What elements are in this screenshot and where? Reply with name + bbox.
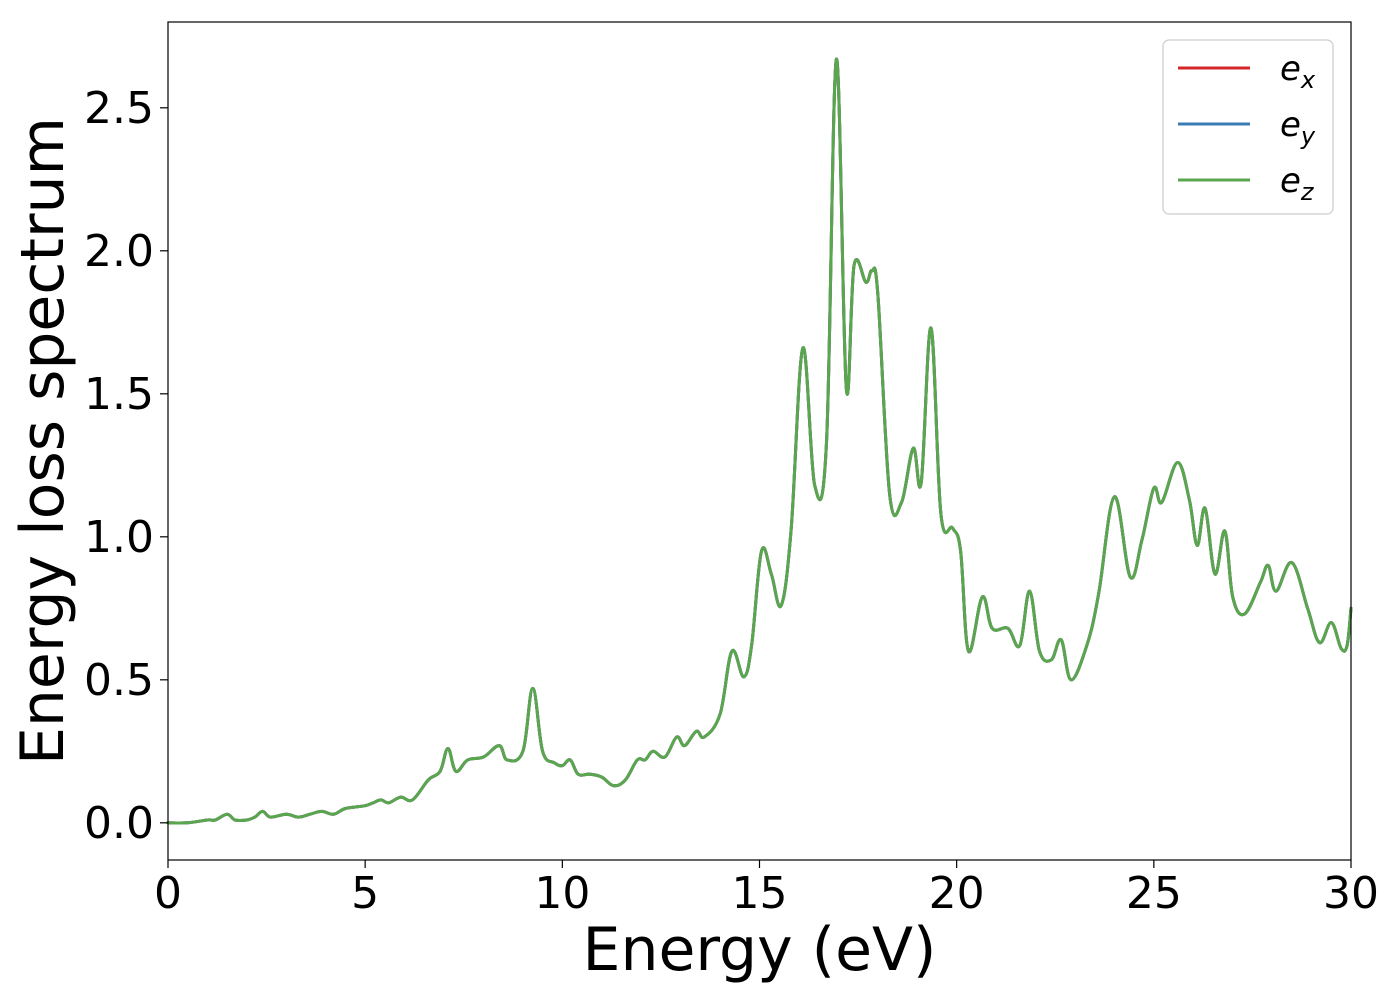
series-line-e-z (166, 57, 1353, 825)
x-tick-label: 15 (732, 868, 788, 919)
y-tick-label: 2.5 (84, 83, 154, 134)
legend-label-e-y: ey (1280, 105, 1316, 150)
x-tick-label: 20 (929, 868, 985, 919)
x-tick-label: 25 (1126, 868, 1182, 919)
x-tick-label: 0 (154, 868, 182, 919)
y-tick-label: 1.5 (84, 369, 154, 420)
y-tick-label: 0.5 (84, 655, 154, 706)
y-axis-title: Energy loss spectrum (8, 117, 78, 765)
y-axis-ticks: 0.0 0.5 1.0 1.5 2.0 2.5 (84, 83, 168, 849)
x-tick-label: 10 (534, 868, 590, 919)
y-tick-label: 0.0 (84, 798, 154, 849)
legend: ex ey ez (1162, 39, 1334, 215)
legend-label-e-z: ez (1280, 161, 1315, 206)
legend-box (1162, 39, 1334, 215)
legend-label-e-x: ex (1280, 49, 1316, 94)
x-axis-ticks: 0 5 10 15 20 25 30 (154, 860, 1379, 919)
plot-series-group (166, 57, 1353, 825)
x-axis-title: Energy (eV) (583, 915, 937, 985)
y-tick-label: 2.0 (84, 226, 154, 277)
y-tick-label: 1.0 (84, 512, 154, 563)
legend-entries: ex ey ez (1178, 49, 1316, 206)
x-tick-label: 30 (1323, 868, 1379, 919)
x-tick-label: 5 (351, 868, 379, 919)
